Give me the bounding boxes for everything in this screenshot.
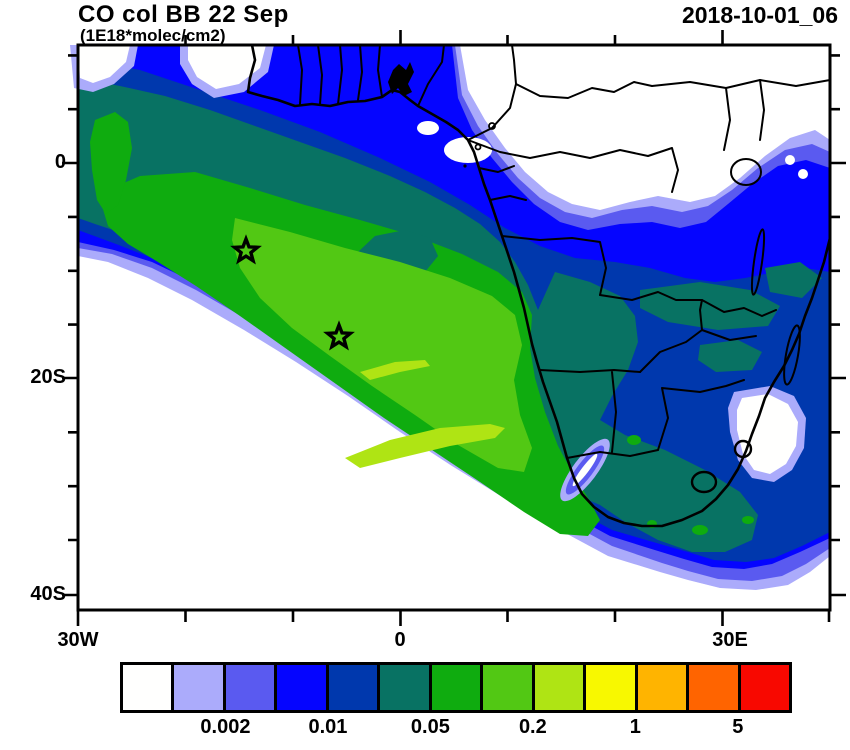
colorbar-label: 0.01: [308, 716, 348, 738]
lake-malawi-outline: [783, 324, 801, 386]
colorbar-cell: [174, 665, 226, 710]
colorbar-label: 1: [629, 716, 641, 738]
plot-datetime: 2018-10-01_06: [681, 2, 838, 28]
lesotho-outline: [690, 470, 718, 494]
lake-tanganyika-outline: [750, 228, 766, 296]
ytick-40S: 40S: [30, 583, 66, 605]
colorbar-label: 5: [732, 716, 744, 738]
colorbar-cell: [534, 665, 587, 710]
xtick-30E: 30E: [712, 629, 748, 651]
lake-victoria-outline: [730, 158, 762, 186]
plot-units-subtitle: (1E18*molec/cm2): [80, 26, 226, 45]
colorbar-label: 0.002: [200, 716, 251, 738]
star-marker-1: [230, 234, 262, 265]
colorbar-label: 0.2: [518, 716, 547, 738]
colorbar-cell: [689, 665, 741, 710]
coastlines-borders: [246, 43, 832, 528]
low-value-white-patches: [70, 45, 808, 502]
colorbar-cell: [225, 665, 278, 710]
star-marker-2: [323, 320, 355, 351]
contour-layers: [78, 45, 830, 590]
colorbar-cell: [740, 665, 790, 710]
map-canvas: [62, 30, 846, 626]
colorbar-cell: [277, 665, 329, 710]
colorbar-cell: [123, 665, 175, 710]
swaziland-outline: [733, 439, 753, 459]
ytick-20S: 20S: [30, 366, 66, 388]
axes-frame: [62, 30, 846, 626]
colorbar-cell: [586, 665, 638, 710]
plot-title: CO col BB 22 Sep: [78, 1, 289, 28]
colorbar: [120, 662, 792, 713]
xtick-30W: 30W: [57, 629, 99, 651]
axis-ticks: [62, 30, 846, 626]
ytick-0: 0: [54, 151, 66, 173]
niger-delta-mark: [388, 62, 414, 96]
xtick-0: 0: [394, 629, 406, 651]
colorbar-cell: [483, 665, 535, 710]
colorbar-cell: [380, 665, 432, 710]
colorbar-cell: [637, 665, 690, 710]
colorbar-cell: [328, 665, 381, 710]
colorbar-cell: [431, 665, 484, 710]
colorbar-label: 0.05: [410, 716, 450, 738]
